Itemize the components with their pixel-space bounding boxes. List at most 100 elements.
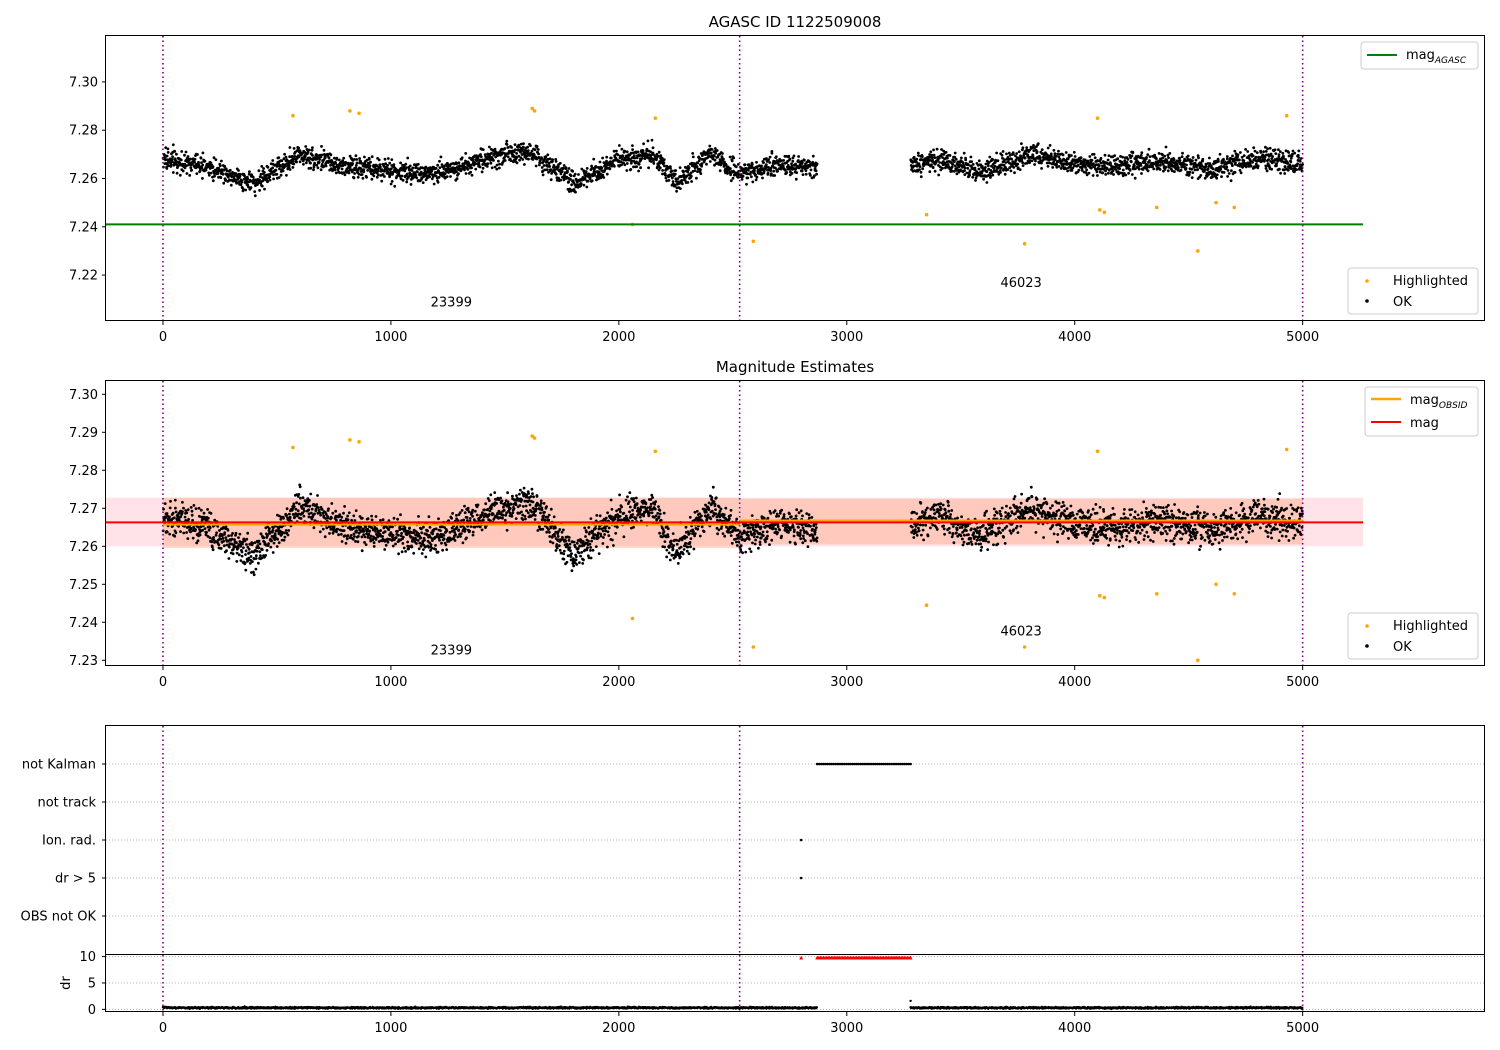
ok-point	[621, 155, 625, 159]
ok-point	[1106, 158, 1110, 162]
ok-point	[515, 161, 519, 165]
ok-point	[647, 166, 650, 170]
highlighted-point	[1154, 205, 1159, 210]
ok-point	[185, 531, 189, 534]
ok-point	[285, 513, 288, 517]
ok-point	[186, 508, 190, 512]
ok-point	[946, 163, 950, 166]
ok-point	[1190, 167, 1194, 171]
ok-point	[465, 536, 468, 540]
ok-point	[303, 155, 307, 159]
ok-point	[268, 527, 271, 530]
highlighted-point	[1095, 116, 1100, 120]
ok-point	[171, 171, 175, 174]
ok-point	[608, 167, 612, 171]
x-tick-label: 3000	[830, 330, 863, 345]
ok-point	[239, 559, 243, 562]
ok-point	[268, 178, 272, 182]
ok-point	[1301, 163, 1304, 166]
ok-point	[572, 564, 575, 568]
ok-point	[920, 155, 924, 159]
ok-point	[282, 516, 285, 520]
ok-point	[751, 180, 755, 184]
ok-point	[401, 535, 405, 539]
ok-point	[1255, 151, 1259, 155]
ok-point	[368, 529, 371, 533]
ok-point	[797, 155, 800, 158]
ok-point	[606, 511, 609, 515]
ok-point	[519, 488, 522, 492]
ok-point	[200, 161, 203, 165]
ok-point	[754, 173, 757, 177]
ok-point	[165, 530, 169, 534]
ok-point	[509, 502, 513, 506]
ok-point	[209, 512, 213, 515]
ok-point	[438, 166, 442, 170]
ok-point	[251, 560, 254, 563]
ok-point	[1021, 146, 1025, 150]
ok-point	[773, 174, 777, 177]
ok-point	[442, 534, 446, 537]
ok-point	[480, 170, 484, 174]
ok-point	[1178, 156, 1181, 160]
ok-point	[1206, 167, 1210, 171]
ok-point	[1076, 163, 1080, 167]
ok-point	[674, 169, 678, 172]
ok-point	[306, 504, 309, 508]
ok-point	[719, 163, 723, 167]
ok-point	[1278, 150, 1282, 154]
ok-point	[809, 174, 812, 177]
ok-point	[329, 153, 333, 157]
ok-point	[968, 169, 972, 173]
ok-point	[316, 153, 319, 157]
ok-point	[211, 545, 214, 549]
ok-point	[190, 513, 194, 517]
ok-point	[258, 175, 262, 179]
ok-point	[463, 511, 467, 515]
ok-point	[342, 156, 346, 160]
ok-point	[729, 167, 732, 171]
ok-point	[266, 165, 270, 169]
ok-point	[569, 174, 573, 178]
ok-point	[382, 165, 386, 168]
ok-point	[1265, 169, 1269, 173]
ok-point	[406, 540, 409, 544]
ok-point	[342, 511, 345, 515]
ok-point	[586, 546, 589, 550]
ok-point	[342, 529, 346, 532]
highlighted-point	[1102, 210, 1107, 215]
ok-point	[937, 173, 941, 177]
ok-point	[670, 176, 674, 180]
ok-point	[754, 178, 758, 182]
ok-point	[469, 170, 472, 174]
ok-point	[1015, 152, 1019, 155]
ok-point	[542, 164, 546, 167]
ok-point	[1196, 168, 1199, 172]
ok-point	[1275, 162, 1278, 166]
ok-point	[206, 508, 210, 511]
ok-point	[304, 145, 308, 148]
ok-point	[554, 172, 558, 176]
ok-point	[1106, 171, 1110, 175]
ok-point	[1282, 168, 1286, 172]
ok-point	[262, 167, 265, 170]
ok-point	[650, 138, 654, 142]
ok-point	[693, 169, 697, 173]
ok-point	[179, 515, 183, 519]
ok-point	[237, 169, 240, 172]
ok-point	[301, 511, 304, 515]
ok-point	[799, 164, 803, 168]
highlighted-point	[1196, 249, 1200, 253]
ok-point	[1079, 156, 1083, 160]
ok-point	[248, 170, 251, 174]
ok-point	[553, 534, 556, 538]
ok-point	[1088, 155, 1092, 158]
ok-point	[1244, 148, 1247, 151]
ok-point	[1159, 163, 1162, 167]
ok-point	[259, 532, 263, 536]
ok-point	[297, 502, 301, 506]
ok-point	[235, 541, 238, 545]
ok-point	[173, 498, 177, 502]
ok-point	[1056, 152, 1060, 156]
highlighted-point	[1214, 200, 1218, 205]
